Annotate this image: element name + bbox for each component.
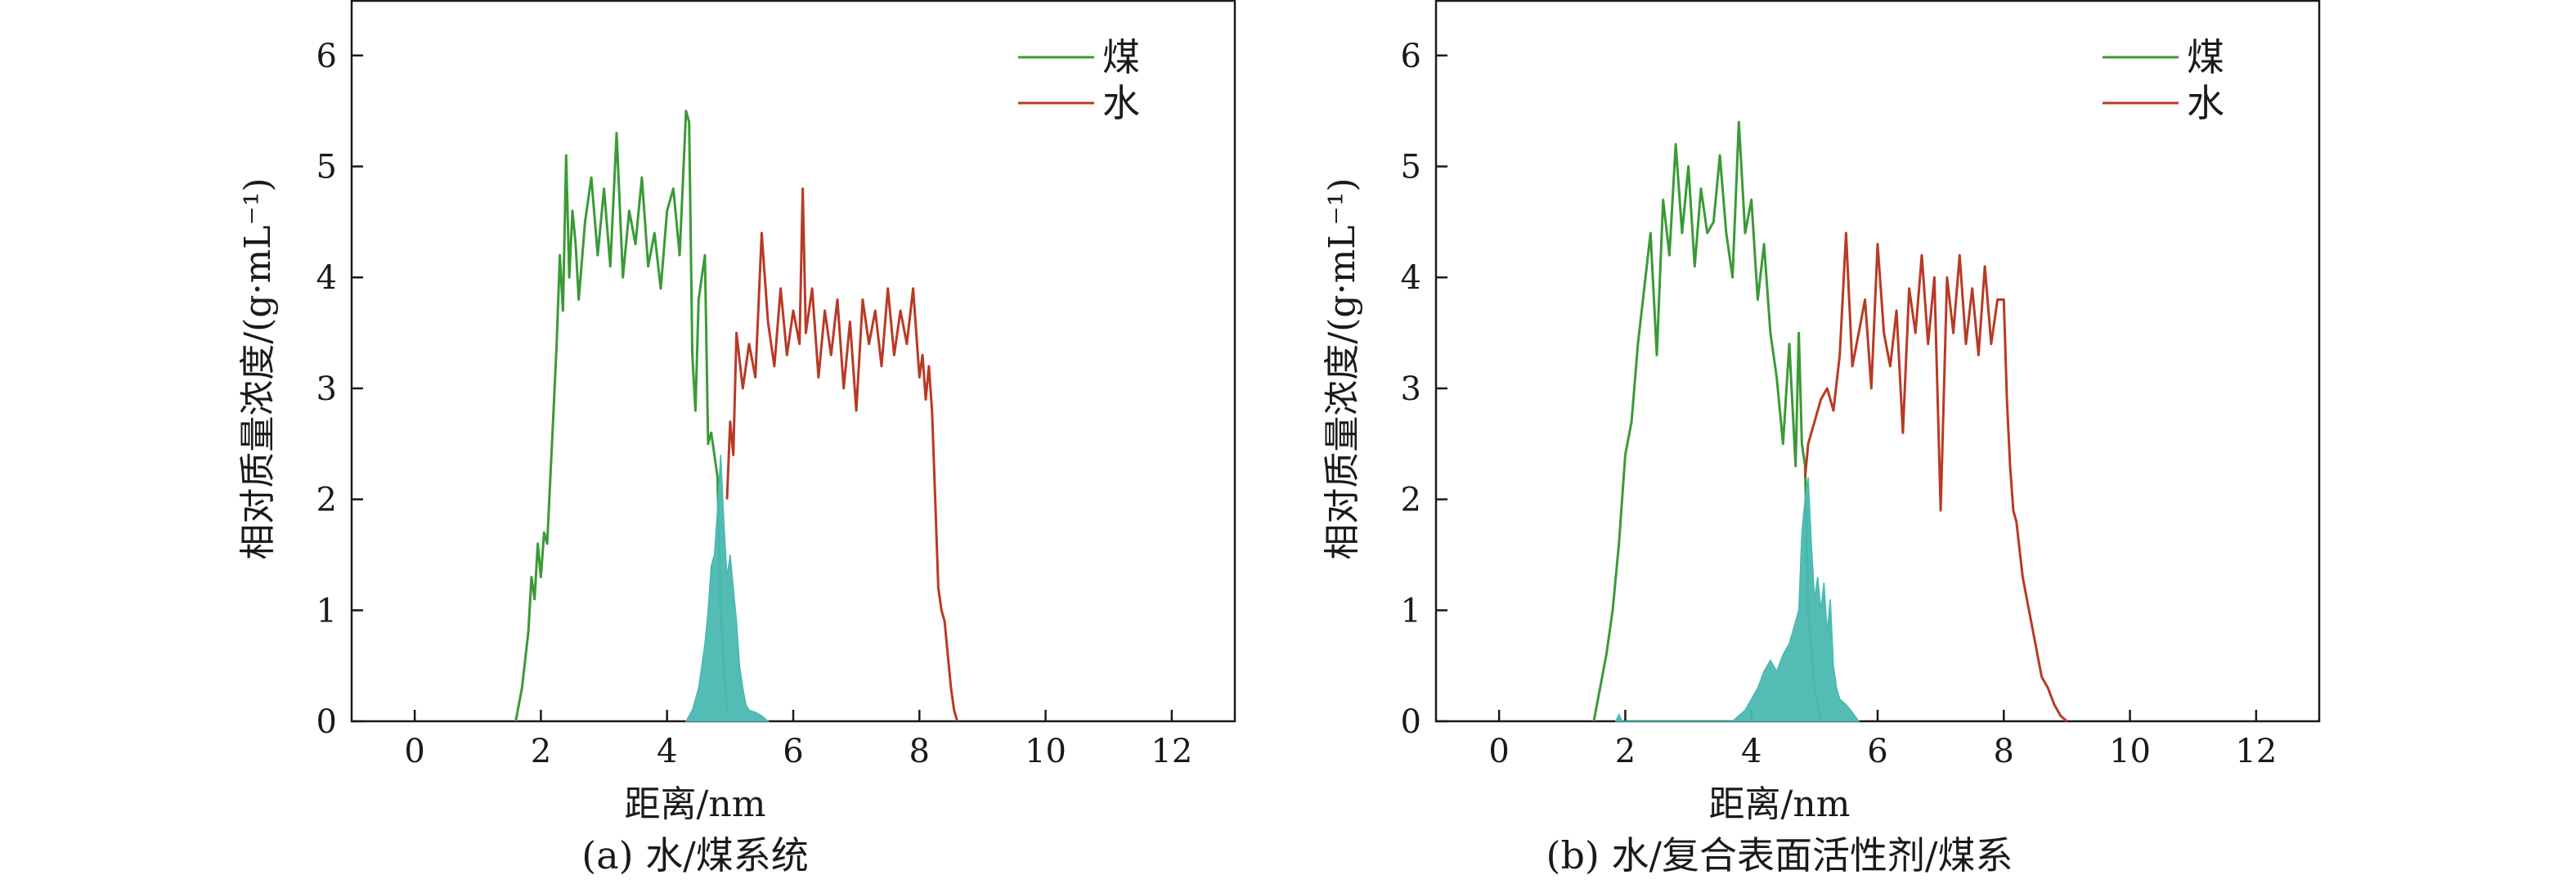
filled-area-series (684, 455, 770, 722)
figure-caption: (a) 水/煤系统 (581, 833, 808, 877)
x-tick-label: 10 (2109, 733, 2151, 770)
x-tick-label: 6 (783, 733, 803, 770)
x-tick-label: 4 (657, 733, 677, 770)
y-tick-label: 2 (316, 482, 337, 519)
x-tick-label: 8 (909, 733, 930, 770)
y-tick-label: 3 (1401, 370, 1421, 408)
x-tick-label: 0 (404, 733, 424, 770)
y-tick-label: 6 (316, 38, 337, 75)
figure-caption: (b) 水/复合表面活性剂/煤系 (1546, 833, 2013, 877)
y-tick-label: 0 (316, 703, 337, 741)
x-tick-label: 0 (1488, 733, 1509, 770)
y-tick-label: 1 (1401, 592, 1421, 630)
y-tick-label: 4 (316, 259, 337, 297)
x-tick-label: 10 (1025, 733, 1066, 770)
y-tick-label: 1 (316, 592, 337, 630)
legend-label: 水 (1102, 81, 1140, 125)
y-tick-label: 5 (316, 149, 337, 186)
series-line-water (725, 187, 959, 722)
x-tick-label: 12 (1151, 733, 1192, 770)
filled-area-series (1614, 477, 1860, 722)
x-tick-label: 6 (1867, 733, 1887, 770)
legend-label: 煤 (1102, 35, 1140, 79)
y-tick-label: 6 (1401, 38, 1421, 75)
y-tick-label: 4 (1401, 259, 1421, 297)
x-tick-label: 12 (2235, 733, 2277, 770)
x-axis-title: 距离/nm (1709, 783, 1851, 825)
y-tick-label: 5 (1401, 149, 1421, 186)
y-axis-title: 相对质量浓度/(g·mL⁻¹) (237, 177, 279, 559)
x-tick-label: 2 (531, 733, 551, 770)
y-tick-label: 0 (1401, 703, 1421, 741)
x-tick-label: 4 (1741, 733, 1761, 770)
x-tick-label: 8 (1994, 733, 2014, 770)
series-line-water (1803, 231, 2068, 723)
y-tick-label: 3 (316, 370, 337, 408)
y-tick-label: 2 (1401, 482, 1421, 519)
legend-label: 煤 (2187, 35, 2224, 79)
x-tick-label: 2 (1615, 733, 1636, 770)
legend-label: 水 (2187, 81, 2224, 125)
y-axis-title: 相对质量浓度/(g·mL⁻¹) (1322, 177, 1363, 559)
series-line-coal (514, 110, 729, 722)
series-line-coal (1592, 120, 1823, 722)
x-axis-title: 距离/nm (625, 783, 766, 825)
